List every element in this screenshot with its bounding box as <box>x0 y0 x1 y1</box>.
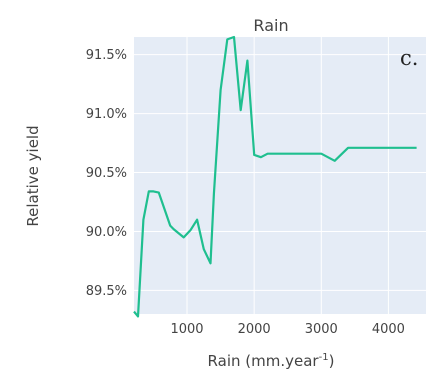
y-tick-label: 91.0% <box>86 107 127 122</box>
x-axis-title-text: Rain (mm.year <box>208 352 320 370</box>
chart-title: Rain <box>253 16 288 35</box>
tick-labels: 89.5% 90.0% 90.5% 91.0% 91.5% 1000 2000 3000 400… <box>86 48 405 337</box>
x-axis-title: Rain (mm.year-1) <box>208 352 335 370</box>
y-tick-label: 90.5% <box>86 166 127 181</box>
series-line <box>133 35 417 318</box>
x-tick-label: 4000 <box>372 322 405 337</box>
x-axis-title-close: ) <box>329 352 335 370</box>
grid <box>134 37 426 314</box>
x-tick-label: 2000 <box>238 322 271 337</box>
x-axis-title-superscript: -1 <box>319 352 329 363</box>
series-layer <box>133 35 417 318</box>
y-tick-label: 90.0% <box>86 225 127 240</box>
panel-label: c. <box>400 46 418 70</box>
y-tick-label: 91.5% <box>86 48 127 63</box>
plot-background <box>134 37 426 314</box>
x-tick-label: 3000 <box>305 322 338 337</box>
x-tick-label: 1000 <box>170 322 203 337</box>
y-axis-title: Relative yield <box>24 125 42 226</box>
y-tick-label: 89.5% <box>86 284 127 299</box>
